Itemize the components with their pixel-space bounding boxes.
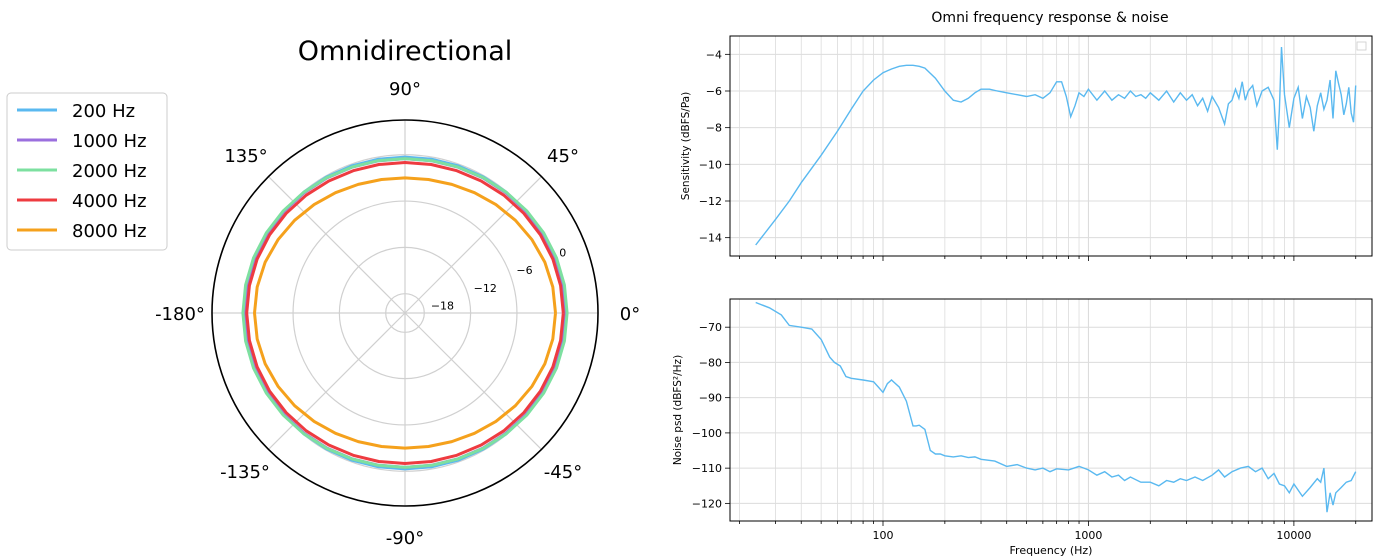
radial-tick-label: 0: [559, 246, 566, 259]
polar-radial-labels: −18 −12 −6 0: [431, 246, 566, 312]
x-tick-label: 100: [872, 529, 893, 542]
angle-tick-label: -45°: [544, 462, 582, 483]
radial-tick-label: −12: [474, 282, 497, 295]
angle-tick-label: 135°: [224, 146, 267, 167]
polar-grid-spoke: [404, 176, 542, 314]
empty-legend-box: [1356, 41, 1367, 51]
angle-tick-label: 90°: [389, 79, 421, 100]
y-tick-label: −110: [692, 462, 722, 475]
radial-tick-label: −18: [431, 300, 454, 313]
y-tick-label: −10: [699, 158, 722, 171]
polar-grid-spoke: [268, 176, 406, 314]
radial-tick-label: −6: [516, 264, 532, 277]
angle-tick-label: -90°: [386, 528, 424, 549]
legend-label: 4000 Hz: [72, 191, 147, 212]
legend-label: 1000 Hz: [72, 131, 147, 152]
polar-title: Omnidirectional: [298, 36, 513, 67]
angle-tick-label: 45°: [547, 146, 579, 167]
polar-series-line: [245, 161, 565, 465]
sensitivity-series-line: [755, 46, 1357, 246]
polar-grid-spoke: [404, 312, 542, 450]
legend-item: 1000 Hz: [17, 131, 147, 152]
polar-series-line: [241, 157, 569, 469]
sensitivity-grid: [730, 36, 1372, 261]
legend-item: 2000 Hz: [17, 161, 147, 182]
y-tick-label: −4: [706, 48, 722, 61]
figure-title: Omni frequency response & noise: [931, 10, 1168, 26]
legend-label: 8000 Hz: [72, 221, 147, 242]
polar-angle-labels: 0° 45° 90° 135° -180° -135° -90° -45°: [155, 79, 640, 549]
polar-outer-circle: [211, 119, 599, 507]
angle-tick-label: -180°: [155, 304, 205, 325]
polar-chart: Omnidirectional −18 −12 −6 0 0° 45° 90° 135…: [155, 36, 640, 549]
noise-plot: −70 −80 −90 −100 −110 −120 100 1000 10000 Noise…: [672, 298, 1373, 557]
y-tick-label: −80: [699, 356, 722, 369]
legend-label: 200 Hz: [72, 101, 135, 122]
noise-y-label: Noise psd (dBFS²/Hz): [672, 355, 684, 465]
y-tick-label: −6: [706, 85, 722, 98]
sensitivity-y-label: Sensitivity (dBFS/Pa): [680, 92, 692, 200]
legend-item: 8000 Hz: [17, 221, 147, 242]
x-axis-label: Frequency (Hz): [1010, 544, 1093, 557]
noise-y-ticks: −70 −80 −90 −100 −110 −120: [692, 321, 730, 510]
legend-item: 4000 Hz: [17, 191, 147, 212]
noise-grid: [730, 299, 1372, 526]
polar-grid-spoke: [268, 312, 406, 450]
noise-series-line: [755, 301, 1357, 513]
legend-frame: [6, 92, 168, 251]
noise-x-ticks: 100 1000 10000: [872, 529, 1311, 542]
y-tick-label: −12: [699, 195, 722, 208]
noise-frame: [729, 298, 1373, 522]
legend-item: 200 Hz: [17, 101, 135, 122]
legend: 200 Hz 1000 Hz 2000 Hz 4000 Hz 8000 Hz: [6, 92, 168, 251]
y-tick-label: −100: [692, 427, 722, 440]
legend-label: 2000 Hz: [72, 161, 147, 182]
x-tick-label: 10000: [1276, 529, 1311, 542]
x-tick-label: 1000: [1074, 529, 1102, 542]
sensitivity-y-ticks: −4 −6 −8 −10 −12 −14: [699, 48, 730, 245]
sensitivity-frame: [729, 35, 1373, 257]
y-tick-label: −120: [692, 497, 722, 510]
sensitivity-plot: −4 −6 −8 −10 −12 −14 Sensitivity (dBFS/Pa): [680, 35, 1373, 261]
angle-tick-label: 0°: [620, 304, 640, 325]
angle-tick-label: -135°: [220, 462, 270, 483]
polar-series: [241, 155, 569, 471]
y-tick-label: −14: [699, 232, 722, 245]
y-tick-label: −90: [699, 392, 722, 405]
y-tick-label: −70: [699, 321, 722, 334]
polar-series-line: [253, 176, 557, 450]
y-tick-label: −8: [706, 122, 722, 135]
